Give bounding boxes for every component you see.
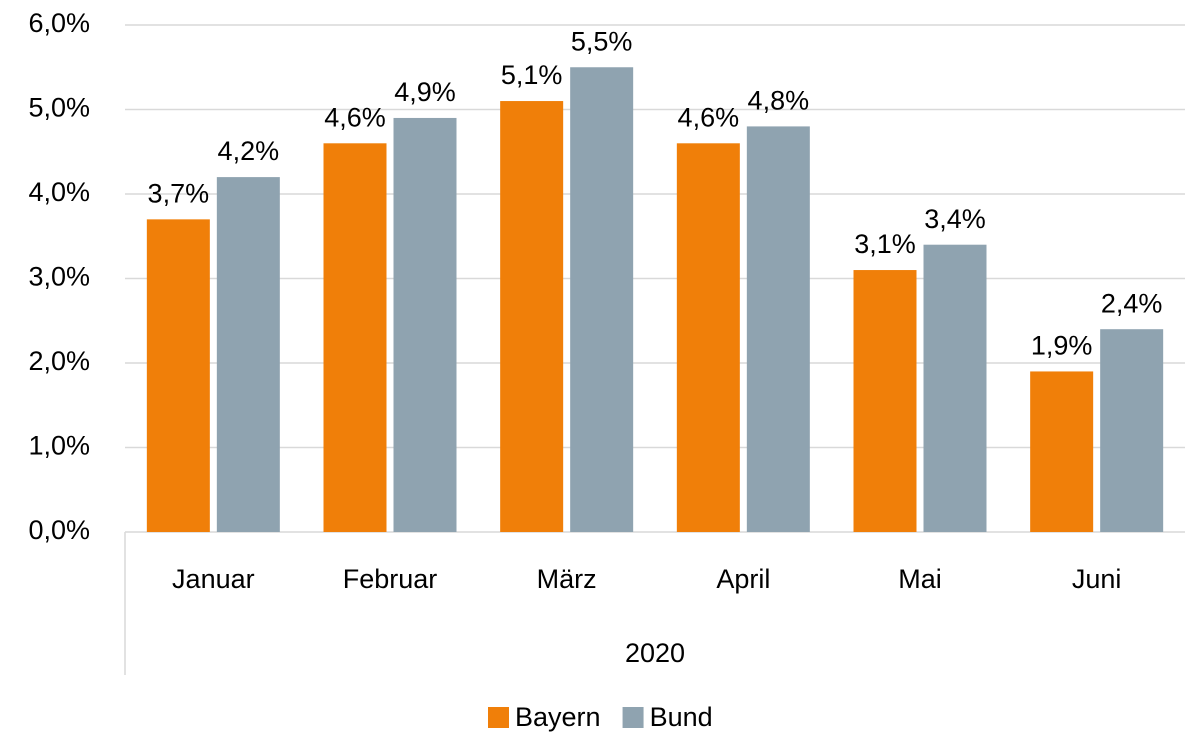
bar: [216, 177, 280, 532]
bar: [853, 270, 917, 532]
bar: [500, 101, 564, 533]
data-label: 4,2%: [218, 136, 280, 166]
y-tick-label: 2,0%: [28, 346, 90, 376]
y-tick-label: 6,0%: [28, 8, 90, 38]
bar: [323, 143, 387, 533]
data-label: 4,6%: [678, 102, 740, 132]
data-label: 5,5%: [571, 26, 633, 56]
data-label: 2,4%: [1101, 288, 1163, 318]
bar: [570, 67, 634, 532]
x-axis-title: 2020: [625, 638, 685, 668]
y-tick-label: 4,0%: [28, 177, 90, 207]
data-label: 3,1%: [854, 229, 916, 259]
bar: [393, 117, 457, 532]
y-tick-label: 0,0%: [28, 515, 90, 545]
bar: [1100, 329, 1164, 532]
bar: [1030, 371, 1094, 532]
x-tick-label: Januar: [172, 564, 255, 594]
y-tick-label: 3,0%: [28, 262, 90, 292]
bar: [746, 126, 810, 533]
x-tick-label: Februar: [343, 564, 438, 594]
bar: [923, 244, 987, 532]
data-label: 1,9%: [1031, 331, 1093, 361]
legend-swatch: [488, 707, 509, 728]
bar: [676, 143, 740, 533]
y-tick-label: 1,0%: [28, 431, 90, 461]
data-label: 4,6%: [324, 102, 386, 132]
data-label: 4,8%: [748, 86, 810, 116]
x-tick-label: März: [537, 564, 597, 594]
bar: [146, 219, 210, 532]
legend-label: Bund: [650, 702, 713, 732]
x-tick-label: Mai: [898, 564, 942, 594]
x-tick-label: Juni: [1072, 564, 1122, 594]
y-tick-label: 5,0%: [28, 93, 90, 123]
data-label: 5,1%: [501, 60, 563, 90]
data-label: 4,9%: [394, 77, 456, 107]
data-label: 3,7%: [148, 178, 210, 208]
data-label: 3,4%: [924, 204, 986, 234]
legend-label: Bayern: [515, 702, 601, 732]
legend-swatch: [622, 707, 644, 728]
x-tick-label: April: [716, 564, 770, 594]
